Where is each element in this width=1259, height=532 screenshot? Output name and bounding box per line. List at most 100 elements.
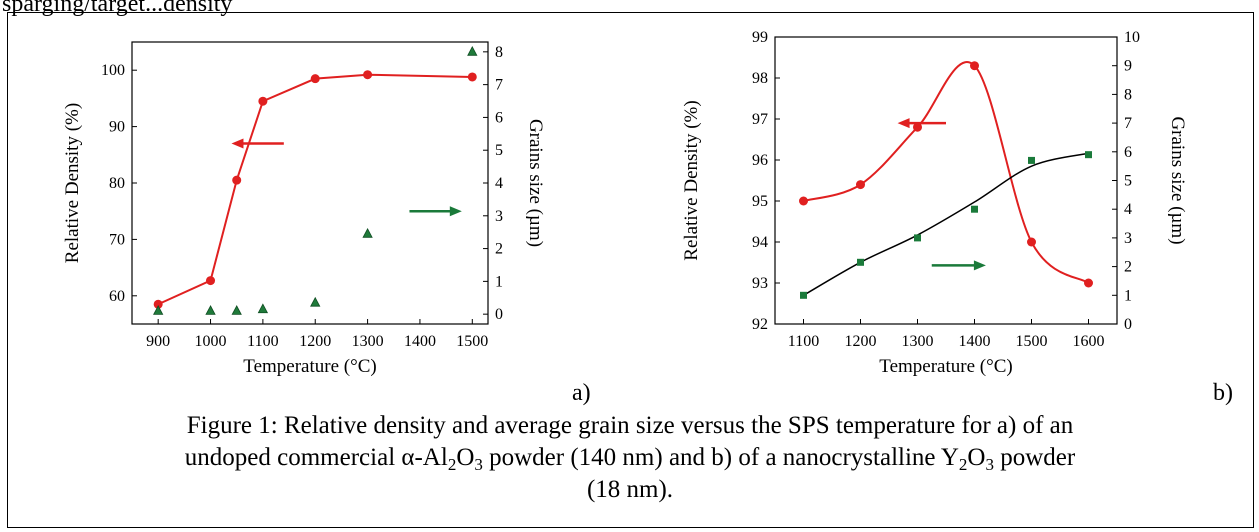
density-point [310,74,320,84]
y2-tick-label: 8 [495,44,503,61]
y-axis-label: Relative Density (%) [681,100,702,260]
y-tick-label: 99 [752,29,768,46]
caption-subscript: 3 [474,455,483,474]
caption-text: O [456,444,475,471]
x-tick-label: 1000 [195,333,227,350]
caption-text: powder (140 nm) and b) of a nanocrystall… [482,444,959,471]
grain-size-point [1028,156,1035,164]
y2-tick-label: 6 [495,109,503,126]
density-point [232,175,242,185]
x-tick-label: 1300 [352,333,384,350]
y2-axis-label: Grains size (µm) [525,119,546,247]
density-point [206,276,216,286]
y-tick-label: 100 [101,62,125,79]
figure-frame [7,12,1254,528]
caption-line-2: undoped commercial α-Al2O3 powder (140 n… [10,442,1250,474]
y-tick-label: 98 [752,70,768,87]
y2-axis-label: Grains size (µm) [1167,116,1188,244]
y2-tick-label: 4 [495,175,503,192]
x-axis-label: Temperature (°C) [879,356,1012,377]
y2-tick-label: 7 [1124,115,1132,132]
arrow-head [449,206,462,217]
y-tick-label: 93 [752,275,768,292]
y2-tick-label: 2 [1124,259,1132,276]
arrow-head [897,118,910,129]
caption-text: powder [993,444,1076,471]
y-tick-label: 95 [752,193,768,210]
density-line [803,61,1090,284]
y-axis-label: Relative Density (%) [62,103,83,263]
y2-tick-label: 4 [1124,201,1132,218]
caption-subscript: 2 [447,455,457,474]
grain-size-point [800,291,807,299]
grain-size-point [153,305,164,315]
y2-tick-label: 6 [1124,144,1132,161]
y-tick-label: 94 [752,234,768,251]
x-tick-label: 1500 [1016,333,1048,350]
density-point [1084,278,1093,288]
y-tick-label: 92 [752,316,768,333]
x-tick-label: 1100 [788,333,819,350]
x-tick-label: 900 [146,333,170,350]
x-tick-label: 1100 [247,333,278,350]
grain-size-point [205,305,216,315]
grain-size-point [257,303,269,314]
x-tick-label: 1600 [1073,333,1105,350]
density-point [258,96,268,106]
grain-size-point [857,258,864,266]
caption-text: O [967,444,986,471]
x-tick-label: 1300 [902,333,934,350]
y-tick-label: 96 [752,152,768,169]
grain-size-point [231,305,242,315]
y-tick-label: 70 [109,231,125,248]
y2-tick-label: 2 [495,241,503,258]
y-tick-label: 97 [752,111,768,128]
y-tick-label: 90 [109,119,125,136]
panel-label-b: b) [1213,380,1233,406]
grain-size-point [971,205,978,213]
y2-tick-label: 3 [495,208,503,225]
y2-tick-label: 0 [1124,316,1132,333]
y2-tick-label: 7 [495,77,503,94]
grain-size-point [310,296,321,307]
density-point [467,72,477,82]
grain-size-point [1085,151,1092,159]
x-tick-label: 1200 [845,333,877,350]
grain-size-point [467,45,478,56]
y2-tick-label: 5 [495,142,503,159]
density-point [153,299,163,309]
density-point [363,70,373,80]
x-tick-label: 1400 [959,333,991,350]
arrow-head [231,138,244,149]
figure-caption: Figure 1: Relative density and average g… [10,410,1250,506]
y2-tick-label: 1 [1124,287,1132,304]
x-tick-label: 1400 [404,333,436,350]
x-tick-label: 1200 [299,333,331,350]
panel-label-a: a) [572,380,591,406]
density-point [1027,237,1036,247]
caption-line-3: (18 nm). [586,476,674,503]
y2-tick-label: 5 [1124,173,1132,190]
y2-tick-label: 10 [1124,29,1140,46]
arrow-head [973,260,986,271]
y-tick-label: 60 [109,288,125,305]
x-tick-label: 1500 [456,333,488,350]
grain-size-line [803,152,1089,296]
caption-text: undoped commercial α-Al [184,444,448,471]
density-point [799,196,808,206]
y2-tick-label: 9 [1124,58,1132,75]
y2-tick-label: 8 [1124,86,1132,103]
y2-tick-label: 1 [495,273,503,290]
grain-size-point [914,234,921,242]
grain-size-point [362,227,373,238]
caption-subscript: 3 [985,455,994,474]
density-point [970,61,979,71]
y2-tick-label: 3 [1124,230,1132,247]
y-tick-label: 80 [109,175,125,192]
density-point [913,122,922,132]
x-axis-label: Temperature (°C) [243,356,376,377]
caption-subscript: 2 [958,455,968,474]
caption-line-1: Figure 1: Relative density and average g… [186,412,1074,439]
